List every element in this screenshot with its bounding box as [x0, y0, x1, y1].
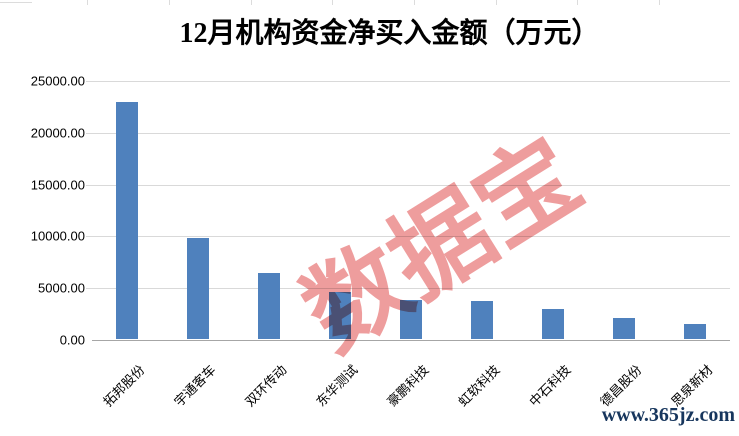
- worksheet-gridline: [0, 2, 32, 3]
- worksheet-gridline-tick: [659, 0, 660, 5]
- worksheet-gridline-tick: [251, 0, 252, 5]
- worksheet-gridline-tick: [577, 0, 578, 5]
- worksheet-gridline-tick: [496, 0, 497, 5]
- bar-拓邦股份: [116, 101, 139, 339]
- plot-area: 0.00 5000.00 10000.00 15000.00 20000.00 25000…: [31, 74, 730, 409]
- bar-双环传动: [258, 272, 281, 339]
- x-axis-category-label: 豪鹏科技: [384, 362, 432, 410]
- y-gridline: [86, 132, 730, 134]
- x-axis-category-label: 拓邦股份: [100, 362, 149, 410]
- y-gridline: [86, 288, 730, 290]
- bar-中石科技: [541, 309, 564, 339]
- worksheet-gridline-tick: [169, 0, 170, 5]
- x-axis-category-label: 德昌股份: [596, 362, 645, 410]
- bar-德昌股份: [612, 317, 635, 339]
- x-axis-category-label: 思泉新材: [667, 362, 716, 410]
- bar-虹软科技: [470, 300, 493, 339]
- worksheet-gridline-tick: [332, 0, 333, 5]
- worksheet-gridline-tick: [414, 0, 415, 5]
- x-axis-category-label: 双环传动: [242, 362, 290, 410]
- y-axis-tick-label: 0.00: [59, 332, 85, 348]
- y-axis-tick-label: 5000.00: [38, 280, 85, 296]
- y-gridline: [86, 81, 730, 82]
- x-axis-category-label: 虹软科技: [455, 362, 503, 410]
- y-axis-tick-label: 20000.00: [30, 125, 85, 141]
- x-axis-line: [92, 340, 730, 341]
- y-axis-tick-label: 15000.00: [30, 177, 85, 193]
- y-gridline: [86, 236, 730, 238]
- y-axis-tick-label: 25000.00: [30, 73, 85, 89]
- bar-思泉新材: [683, 323, 706, 339]
- site-url: www.365jz.com: [601, 404, 735, 426]
- bar-东华测试: [329, 291, 352, 339]
- x-axis-category-label: 东华测试: [313, 362, 361, 410]
- bar-豪鹏科技: [400, 299, 422, 339]
- bar-宇通客车: [187, 238, 210, 339]
- x-axis-category-label: 宇通客车: [171, 362, 219, 410]
- y-axis-tick-label: 10000.00: [30, 228, 85, 244]
- x-axis-category-label: 中石科技: [526, 362, 574, 410]
- y-gridline: [86, 184, 730, 186]
- chart-title: 12月机构资金净买入金额（万元）: [179, 18, 600, 49]
- worksheet-gridline-tick: [87, 0, 88, 5]
